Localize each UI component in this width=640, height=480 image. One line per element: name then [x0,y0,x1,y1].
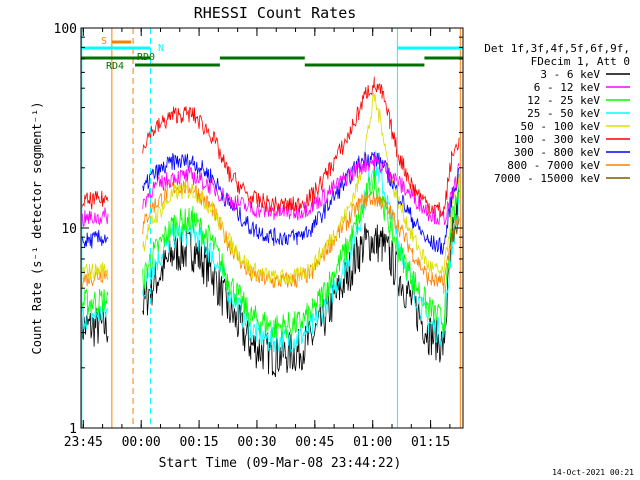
series-line-5 [80,76,460,218]
x-tick-label: 00:30 [237,435,276,450]
x-axis: 23:45 00:00 00:15 00:30 00:45 01:00 01:15 [64,28,451,450]
y-tick-label: 10 [61,222,77,237]
annotation-label: RD0 [137,52,155,63]
y-axis: 1 10 100 [54,22,463,437]
y-tick-label: 100 [54,22,77,37]
x-tick-label: 01:15 [411,435,450,450]
legend-label: 12 - 25 keV [527,94,600,107]
x-tick-label: 00:15 [180,435,219,450]
legend-label: 3 - 6 keV [540,68,600,81]
series-line-2 [80,165,460,341]
x-axis-label: Start Time (09-Mar-08 23:44:22) [159,456,402,471]
legend-label: 800 - 7000 keV [507,159,600,172]
series-line-8 [451,218,460,243]
legend-label: 7000 - 15000 keV [494,172,600,185]
series-line-6 [80,151,460,255]
legend-header-line-1: Det 1f,3f,4f,5f,6f,9f, [484,42,630,55]
x-tick-label: 00:45 [295,435,334,450]
annotation-label: S [101,36,107,47]
x-tick-label: 01:00 [353,435,392,450]
y-tick-label: 1 [69,422,77,437]
legend-label: 100 - 300 keV [514,133,600,146]
legend: Det 1f,3f,4f,5f,6f,9f, FDecim 1, Att 0 3… [484,42,630,185]
footer-timestamp: 14-Oct-2021 00:21 [552,468,634,477]
y-axis-label: Count Rate (s⁻¹ detector segment⁻¹) [30,102,44,355]
series-line-0 [80,188,460,378]
legend-label: 25 - 50 keV [527,107,600,120]
x-tick-label: 23:45 [64,435,103,450]
series-line-1 [80,153,460,228]
legend-label: 6 - 12 keV [534,81,601,94]
annotation-label: N [158,43,164,54]
x-tick-label: 00:00 [122,435,161,450]
legend-label: 300 - 800 keV [514,146,600,159]
legend-header-line-2: FDecim 1, Att 0 [531,55,630,68]
annotation-label: RD4 [106,61,124,72]
legend-label: 50 - 100 keV [521,120,601,133]
series-line-4 [80,92,460,287]
chart-title: RHESSI Count Rates [194,4,357,22]
